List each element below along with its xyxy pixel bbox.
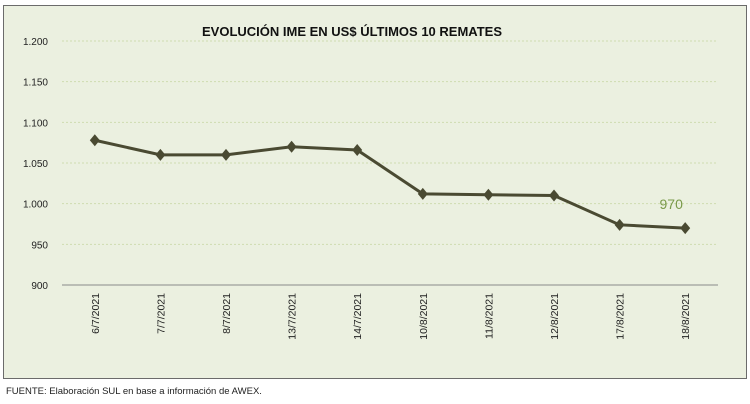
y-tick-label: 950 [31,240,48,251]
y-tick-label: 900 [31,281,48,292]
y-tick-label: 1.100 [23,118,48,129]
chart-frame [3,5,747,379]
data-point [155,148,166,161]
x-tick-label: 7/7/2021 [155,293,167,334]
data-label: 970 [660,196,684,212]
x-tick-label: 14/7/2021 [352,293,364,340]
source-note: FUENTE: Elaboración SUL en base a inform… [6,386,262,397]
data-point [352,143,363,156]
data-point [483,188,494,201]
data-point [614,218,625,231]
x-tick-label: 13/7/2021 [287,293,299,340]
series-line [94,138,686,230]
x-tick-label: 10/8/2021 [418,293,430,340]
x-tick-label: 8/7/2021 [221,293,233,334]
y-tick-label: 1.000 [23,200,48,211]
y-tick-label: 1.150 [23,78,48,89]
data-point [221,148,231,161]
data-point [286,140,297,153]
data-point [549,189,559,202]
y-tick-label: 1.050 [23,159,48,170]
data-point [89,134,100,147]
x-tick-label: 17/8/2021 [615,293,627,340]
chart-title: EVOLUCIÓN IME EN US$ ÚLTIMOS 10 REMATES [202,24,502,39]
y-tick-label: 1.200 [23,37,48,48]
x-tick-label: 12/8/2021 [549,293,561,340]
data-point [680,222,691,235]
x-tick-label: 18/8/2021 [680,293,692,340]
data-point [417,187,428,200]
x-tick-label: 11/8/2021 [483,293,495,339]
x-tick-label: 6/7/2021 [90,293,102,334]
